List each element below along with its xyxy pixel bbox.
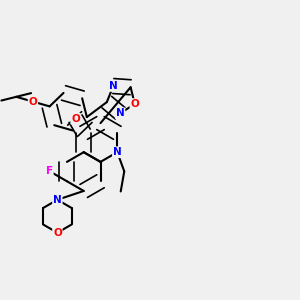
Text: N: N [53, 195, 62, 205]
Text: O: O [130, 99, 139, 109]
Text: N: N [116, 108, 124, 118]
Text: F: F [46, 166, 53, 176]
Text: N: N [113, 147, 122, 157]
Text: O: O [71, 114, 80, 124]
Text: O: O [28, 97, 37, 106]
Text: N: N [109, 81, 118, 91]
Text: O: O [53, 228, 62, 238]
